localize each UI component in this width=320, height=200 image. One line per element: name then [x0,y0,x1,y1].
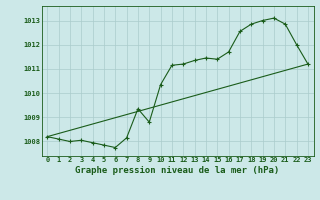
X-axis label: Graphe pression niveau de la mer (hPa): Graphe pression niveau de la mer (hPa) [76,166,280,175]
